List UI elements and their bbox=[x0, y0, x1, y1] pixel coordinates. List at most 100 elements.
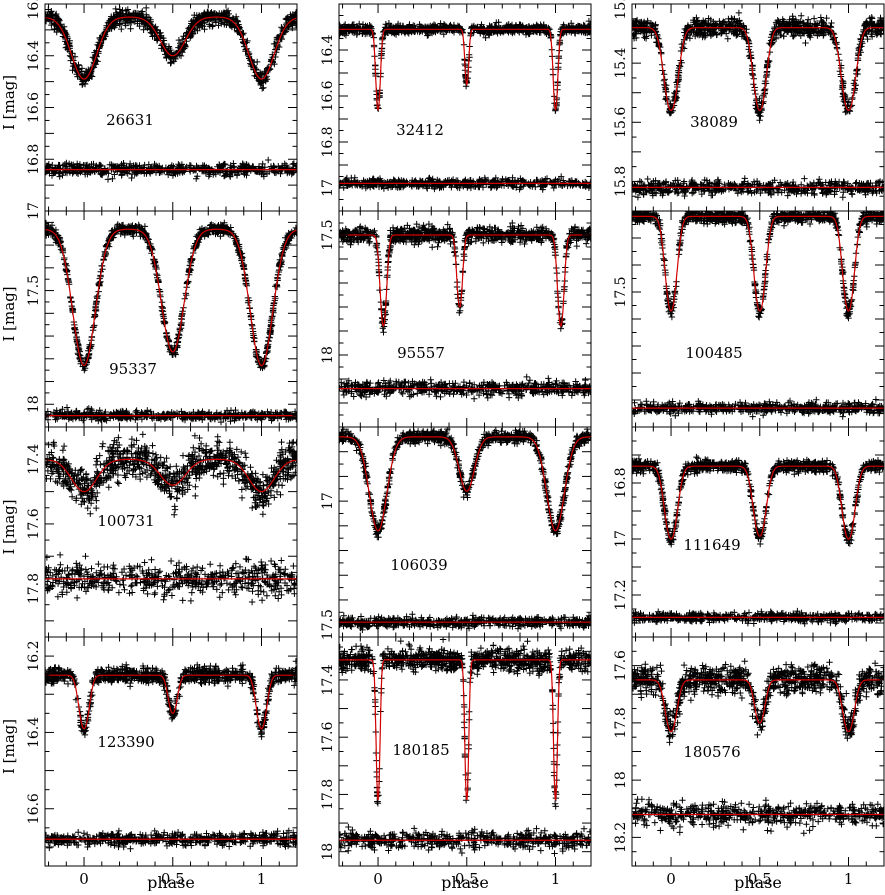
panel-95557-ytick-label: 18 bbox=[320, 346, 336, 364]
panel-106039-model-curve bbox=[339, 436, 591, 532]
panel-38089-ytick-label: 15.8 bbox=[613, 166, 629, 197]
panel-100731-data bbox=[45, 431, 297, 606]
panel-111649-model-curve bbox=[632, 465, 884, 540]
panel-32412: 16.4 16.6 16.8 17 32412 bbox=[320, 3, 592, 212]
x-axis-label: phase bbox=[734, 873, 782, 891]
panel-100731-star-id: 100731 bbox=[97, 512, 154, 530]
panel-180185-ytick-label: 18 bbox=[320, 843, 336, 861]
panel-106039: 17 17.5 106039 bbox=[320, 426, 592, 640]
panel-180576-ytick-label: 18.2 bbox=[613, 822, 629, 853]
panel-26631-ytick-label: 16.2 bbox=[26, 0, 42, 20]
panel-106039-data bbox=[339, 427, 591, 634]
panel-26631-residual-points bbox=[45, 156, 297, 183]
panel-180185-star-id: 180185 bbox=[392, 741, 449, 759]
panel-26631-model-curve bbox=[45, 16, 297, 80]
panel-123390-xtick-label: 0 bbox=[79, 870, 89, 888]
panel-100731-model-curve bbox=[45, 458, 297, 493]
panel-100731-frame bbox=[44, 426, 298, 638]
panel-100731-ytick-label: 17.8 bbox=[26, 573, 42, 604]
panel-180185-ytick-label: 17.6 bbox=[320, 722, 336, 753]
panel-180576-ytick-label: 17.6 bbox=[613, 650, 629, 681]
panel-180185-model-curve bbox=[339, 659, 591, 801]
panel-100731-ytick-label: 17.6 bbox=[26, 508, 42, 539]
panel-95557-model-curve bbox=[339, 234, 591, 328]
panel-123390-xtick-label: 1 bbox=[257, 870, 267, 888]
panel-26631-ytick-label: 16.4 bbox=[26, 40, 42, 71]
panel-106039-star-id: 106039 bbox=[390, 556, 447, 574]
panel-180185-xtick-label: 0 bbox=[373, 870, 383, 888]
panel-100485-ytick-label: 17.5 bbox=[613, 276, 629, 307]
panel-100731-points bbox=[45, 431, 297, 518]
panel-32412-data bbox=[339, 17, 591, 193]
panel-95557-ytick-label: 17.5 bbox=[320, 219, 336, 250]
panel-180185-xtick-label: 1 bbox=[551, 870, 561, 888]
x-axis-label: phase bbox=[441, 873, 489, 891]
panel-180576-data bbox=[632, 658, 884, 837]
panel-100485-model-curve bbox=[632, 215, 884, 312]
panel-180576: 0 0.5 1 phase 17.6 17.8 18 18.2 180576 bbox=[613, 636, 885, 892]
panel-180185-ytick-label: 17.4 bbox=[320, 664, 336, 695]
panel-180185-data bbox=[339, 637, 591, 857]
panel-106039-ytick-label: 17.5 bbox=[320, 609, 336, 640]
panel-180576-ytick-label: 18 bbox=[613, 771, 629, 789]
panel-111649-data bbox=[632, 453, 884, 627]
panel-180185-xtick-label: 0.5 bbox=[455, 870, 479, 888]
y-axis-label: I [mag] bbox=[0, 719, 18, 774]
panel-180576-residual-points bbox=[632, 796, 884, 837]
panel-38089: 15.2 15.4 15.6 15.8 38089 bbox=[613, 0, 885, 212]
panel-95337-frame bbox=[44, 210, 298, 428]
panel-100485-data bbox=[632, 211, 884, 420]
panel-95337-ytick-label: 18 bbox=[26, 395, 42, 413]
panel-111649-points bbox=[632, 453, 884, 548]
panel-26631-ytick-label: 16.6 bbox=[26, 92, 42, 123]
x-axis-label: phase bbox=[147, 873, 195, 891]
panel-32412-model-curve bbox=[339, 28, 591, 112]
panel-100731-ytick-label: 17.4 bbox=[26, 444, 42, 475]
y-axis-label: I [mag] bbox=[0, 499, 18, 554]
panel-106039-ytick-label: 17 bbox=[320, 492, 336, 510]
panel-123390-ytick-label: 16.2 bbox=[26, 640, 42, 671]
panel-32412-ytick-label: 16.6 bbox=[320, 80, 336, 111]
panel-180576-xtick-label: 0 bbox=[666, 870, 676, 888]
panel-95337-star-id: 95337 bbox=[109, 360, 157, 378]
panel-111649-star-id: 111649 bbox=[683, 536, 740, 554]
panel-123390-xtick-label: 0.5 bbox=[161, 870, 185, 888]
panel-123390-model-curve bbox=[45, 674, 297, 730]
panel-95337-ytick-label: 17.5 bbox=[26, 275, 42, 306]
panel-38089-ytick-label: 15.2 bbox=[613, 0, 629, 20]
panel-26631-ytick-label: 16.8 bbox=[26, 144, 42, 175]
panel-38089-model-curve bbox=[632, 27, 884, 112]
panel-26631: 16.2 16.4 16.6 16.8 17 I [mag] 26631 bbox=[0, 0, 298, 220]
panel-100485-star-id: 100485 bbox=[685, 344, 742, 362]
panel-123390-ytick-label: 16.4 bbox=[26, 717, 42, 748]
y-axis-label: I [mag] bbox=[0, 75, 18, 130]
panel-95557-data bbox=[339, 219, 591, 402]
panel-123390-points bbox=[45, 658, 297, 740]
panel-38089-ytick-label: 15.4 bbox=[613, 47, 629, 78]
panel-180576-ytick-label: 17.8 bbox=[613, 707, 629, 738]
panel-111649-ytick-label: 16.8 bbox=[613, 467, 629, 498]
panel-180576-points bbox=[632, 658, 884, 746]
panel-123390-ytick-label: 16.6 bbox=[26, 793, 42, 824]
panel-180185: 0 0.5 1 phase 17.4 17.6 17.8 18 180185 bbox=[320, 636, 592, 892]
panel-180185-ytick-label: 17.8 bbox=[320, 779, 336, 810]
panel-180576-model-curve bbox=[632, 679, 884, 733]
panel-123390: 0 0.5 1 phase 16.2 16.4 16.6 I [mag] 123390 bbox=[0, 636, 298, 892]
panel-95337-data bbox=[45, 219, 297, 426]
panel-26631-star-id: 26631 bbox=[106, 111, 154, 129]
panel-180576-star-id: 180576 bbox=[683, 743, 740, 761]
panel-95337: 17.5 18 I [mag] 95337 bbox=[0, 210, 298, 428]
panel-100485: 17.5 100485 bbox=[613, 210, 885, 428]
panel-123390-star-id: 123390 bbox=[97, 733, 154, 751]
panel-100731: 17.4 17.6 17.8 I [mag] 100731 bbox=[0, 426, 298, 638]
panel-26631-ytick-label: 17 bbox=[26, 202, 42, 220]
panel-38089-ytick-label: 15.6 bbox=[613, 107, 629, 138]
panel-26631-data bbox=[45, 4, 297, 183]
panel-180576-xtick-label: 0.5 bbox=[748, 870, 772, 888]
y-axis-label: I [mag] bbox=[0, 286, 18, 341]
panel-38089-data bbox=[632, 9, 884, 201]
panel-26631-frame bbox=[44, 3, 298, 212]
panel-95337-model-curve bbox=[45, 228, 297, 367]
panel-95557: 17.5 18 95557 bbox=[320, 210, 592, 428]
